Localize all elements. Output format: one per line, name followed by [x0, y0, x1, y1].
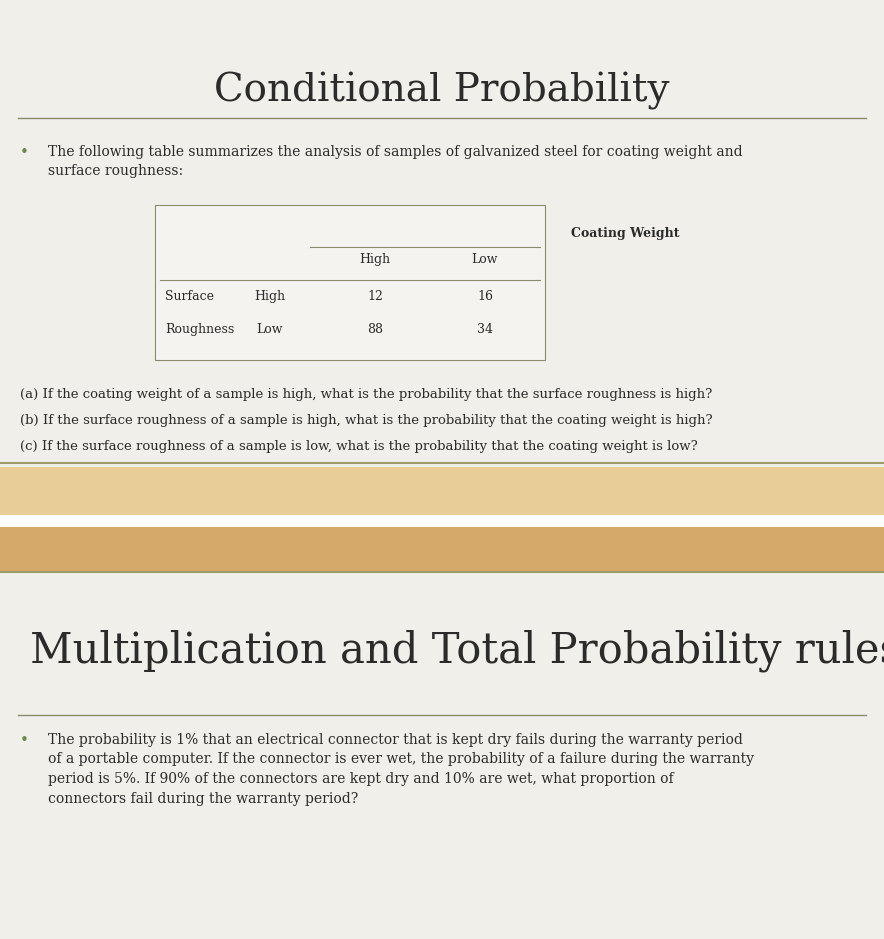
Text: 34: 34: [477, 323, 493, 336]
Text: 16: 16: [477, 290, 493, 303]
Text: The probability is 1% that an electrical connector that is kept dry fails during: The probability is 1% that an electrical…: [48, 733, 754, 806]
Text: 88: 88: [367, 323, 383, 336]
Text: Roughness: Roughness: [165, 323, 234, 336]
Text: High: High: [360, 253, 391, 266]
Text: The following table summarizes the analysis of samples of galvanized steel for c: The following table summarizes the analy…: [48, 145, 743, 178]
FancyBboxPatch shape: [0, 527, 884, 572]
Text: 12: 12: [367, 290, 383, 303]
Text: High: High: [255, 290, 286, 303]
Text: •: •: [20, 733, 29, 748]
FancyBboxPatch shape: [155, 205, 545, 360]
Text: Low: Low: [256, 323, 283, 336]
FancyBboxPatch shape: [0, 467, 884, 515]
Text: Conditional Probability: Conditional Probability: [214, 72, 670, 110]
Text: (b) If the surface roughness of a sample is high, what is the probability that t: (b) If the surface roughness of a sample…: [20, 414, 713, 427]
FancyBboxPatch shape: [0, 515, 884, 527]
Text: Multiplication and Total Probability rules: Multiplication and Total Probability rul…: [30, 630, 884, 672]
Text: Low: Low: [472, 253, 499, 266]
Text: Surface: Surface: [165, 290, 214, 303]
Text: (c) If the surface roughness of a sample is low, what is the probability that th: (c) If the surface roughness of a sample…: [20, 440, 697, 453]
Text: Coating Weight: Coating Weight: [571, 227, 679, 240]
Text: •: •: [20, 145, 29, 160]
Text: (a) If the coating weight of a sample is high, what is the probability that the : (a) If the coating weight of a sample is…: [20, 388, 713, 401]
